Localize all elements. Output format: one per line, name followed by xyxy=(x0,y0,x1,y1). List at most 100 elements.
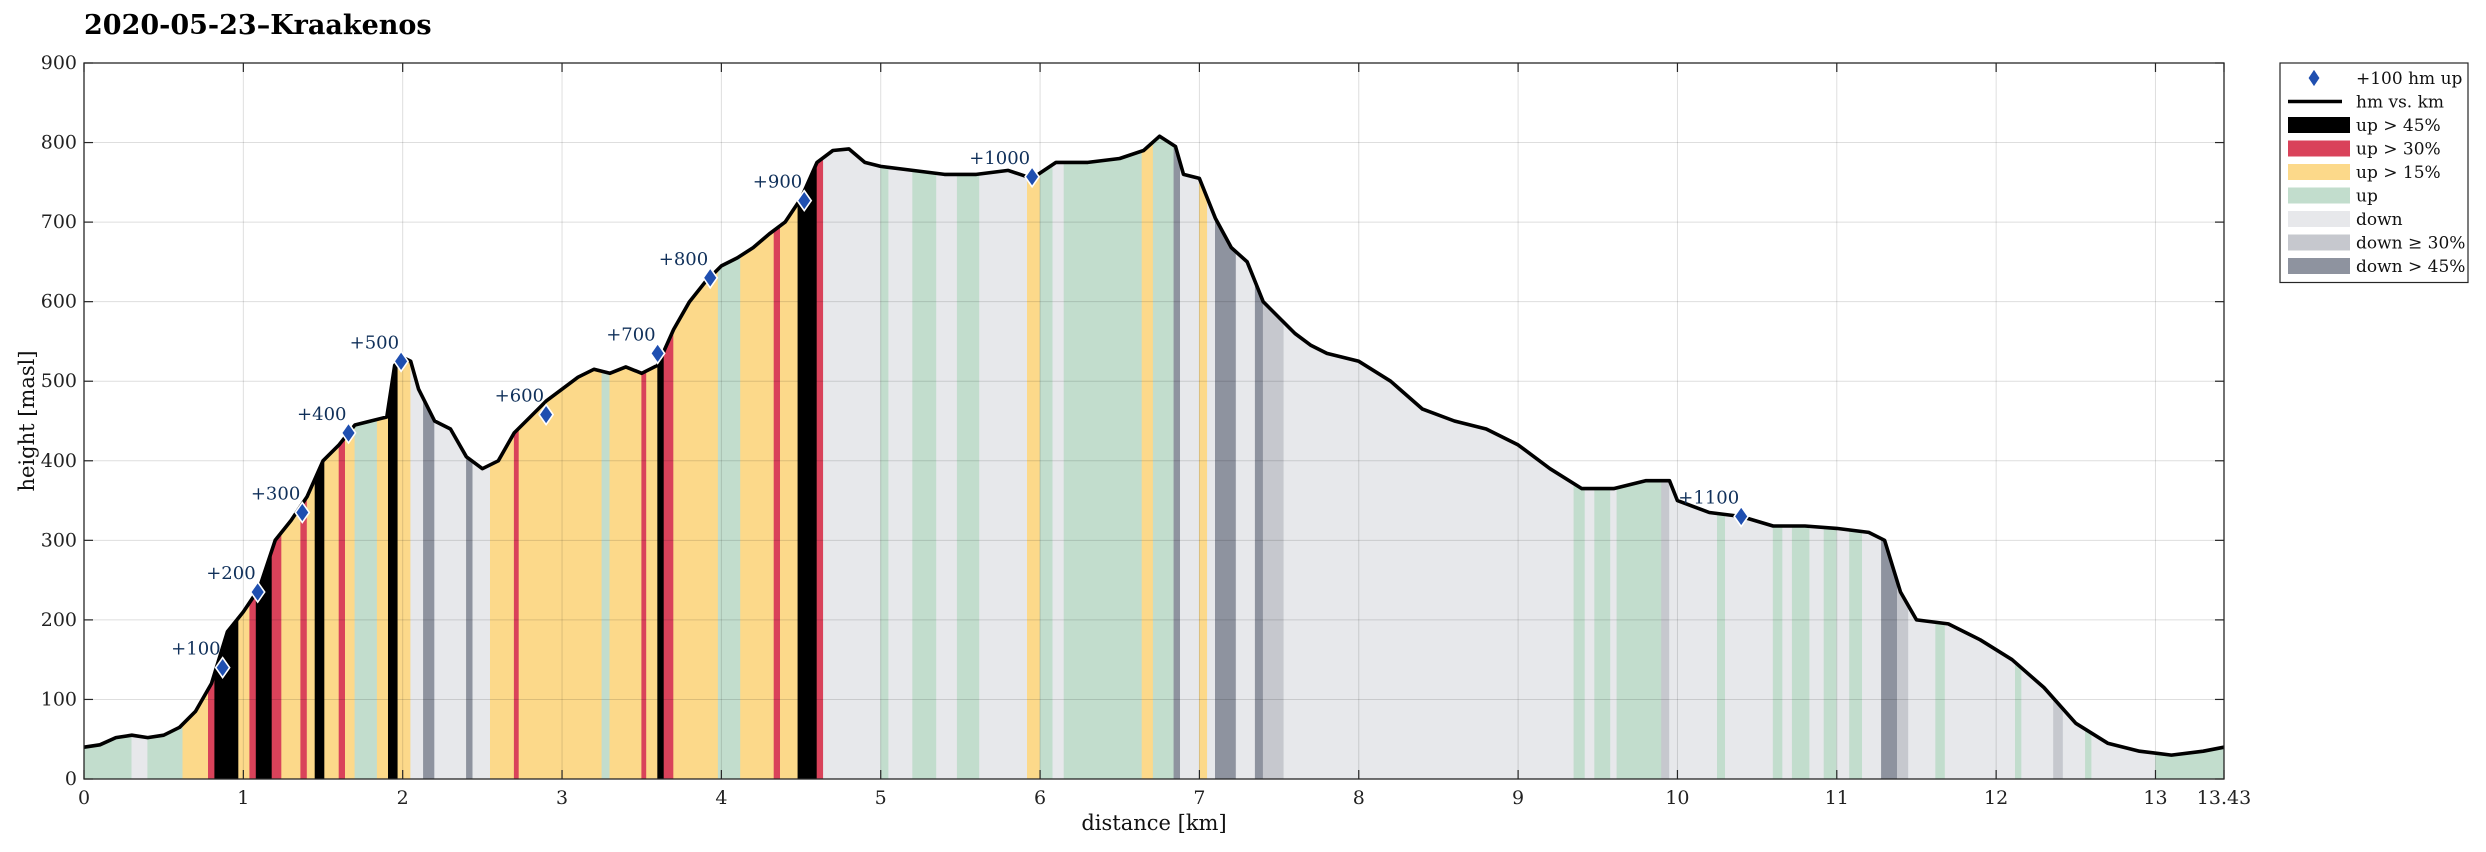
x-tick-label: 7 xyxy=(1193,787,1205,809)
milestone-label: +1100 xyxy=(1678,487,1739,508)
segment-up xyxy=(1573,483,1586,780)
legend-swatch-down xyxy=(2288,211,2350,227)
segment-down xyxy=(1180,163,1200,780)
y-tick-label: 500 xyxy=(41,370,77,392)
x-tick-label: 3 xyxy=(556,787,568,809)
segment-up xyxy=(1935,621,1946,780)
segment-up xyxy=(1849,529,1863,780)
legend-label: down xyxy=(2356,210,2403,230)
legend-swatch-up xyxy=(2288,187,2350,204)
y-tick-label: 700 xyxy=(41,211,77,233)
legend-swatch-up15 xyxy=(2288,164,2350,180)
segment-down45 xyxy=(423,398,435,780)
segment-up15 xyxy=(1199,178,1208,780)
segment-up xyxy=(2015,661,2022,780)
segment-up15 xyxy=(646,364,658,780)
segment-down xyxy=(1836,528,1850,780)
segment-up xyxy=(880,166,890,780)
segment-up xyxy=(147,734,164,780)
segment-up45 xyxy=(657,350,665,780)
elevation-line xyxy=(83,134,2225,757)
segment-up30 xyxy=(300,495,308,780)
segment-up15 xyxy=(306,478,316,780)
grade-segments xyxy=(83,135,2225,780)
segment-up15 xyxy=(281,505,302,780)
segment-up xyxy=(1594,488,1611,780)
legend-swatch-up30 xyxy=(2288,140,2350,157)
segment-up xyxy=(1063,158,1117,780)
milestone-marker xyxy=(796,189,813,213)
plot-frame xyxy=(83,62,2225,780)
x-tick-label: 6 xyxy=(1034,787,1046,809)
segment-up xyxy=(912,170,937,780)
segment-up xyxy=(956,173,980,780)
segment-down xyxy=(1908,604,1936,780)
segment-up xyxy=(1616,480,1662,780)
segment-up xyxy=(1116,150,1143,780)
milestone-markers: +100 +200 +300 +400 +500 +600 +700 +800 +900 +100… xyxy=(171,148,1750,680)
x-tick-label: 1 xyxy=(237,787,249,809)
segment-up15 xyxy=(344,424,356,780)
milestone-marker xyxy=(340,421,357,445)
segment-up15 xyxy=(376,406,389,780)
segment-up xyxy=(601,370,611,780)
milestone-marker xyxy=(249,580,266,604)
milestone-label: +1000 xyxy=(969,148,1030,169)
segment-down xyxy=(410,361,424,780)
milestone-label: +600 xyxy=(495,386,544,407)
x-tick-label: 9 xyxy=(1512,787,1524,809)
segment-down xyxy=(2021,667,2054,780)
segment-up30 xyxy=(338,436,346,780)
segment-up xyxy=(354,419,378,780)
segment-up xyxy=(1791,525,1810,780)
segment-up30 xyxy=(249,591,257,780)
x-tick-label: 4 xyxy=(715,787,727,809)
x-tick-label: 5 xyxy=(875,787,887,809)
segment-up15 xyxy=(740,229,775,780)
milestone-marker xyxy=(538,403,555,427)
legend-label: up xyxy=(2356,187,2378,207)
segment-down xyxy=(1809,526,1825,780)
segment-down30 xyxy=(1661,480,1670,780)
legend-label: down ≥ 30% xyxy=(2356,234,2465,254)
x-tick-label: 10 xyxy=(1665,787,1689,809)
segment-up15 xyxy=(518,368,603,780)
segment-down xyxy=(1782,525,1793,780)
segment-down xyxy=(1725,514,1774,780)
milestone-label: +500 xyxy=(350,332,399,353)
y-tick-label: 200 xyxy=(41,609,77,631)
segment-up xyxy=(1039,164,1054,780)
segment-down30 xyxy=(2053,697,2064,780)
segment-up45 xyxy=(387,361,399,780)
milestone-label: +100 xyxy=(171,639,220,660)
segment-down xyxy=(1862,531,1882,780)
milestone-marker xyxy=(649,341,666,365)
milestone-marker xyxy=(214,656,231,680)
x-tick-label: 0 xyxy=(78,787,90,809)
y-tick-label: 800 xyxy=(41,132,77,154)
segment-down xyxy=(1944,623,2016,780)
milestone-label: +700 xyxy=(606,324,655,345)
segment-down xyxy=(888,167,913,780)
segment-down xyxy=(1584,488,1595,780)
y-tick-label: 400 xyxy=(41,450,77,472)
segment-up xyxy=(1772,525,1783,780)
segment-down xyxy=(979,170,1028,780)
milestone-marker xyxy=(1733,505,1750,528)
y-tick-label: 100 xyxy=(41,688,77,710)
y-tick-label: 300 xyxy=(41,529,77,551)
segment-up30 xyxy=(513,427,520,780)
chart-title: 2020-05-23–Kraakenos xyxy=(84,10,432,41)
legend-label: up > 45% xyxy=(2356,116,2441,136)
segment-up15 xyxy=(1027,172,1041,780)
profile xyxy=(83,134,2225,757)
x-tick-label: 13.43 xyxy=(2197,787,2251,809)
segment-down xyxy=(1283,321,1575,780)
segment-down xyxy=(1052,162,1065,780)
segment-down xyxy=(1207,198,1216,780)
milestone-label: +800 xyxy=(659,249,708,270)
legend: +100 hm up hm vs. km up > 45% up > 30% up > … xyxy=(2279,62,2469,284)
legend-label: up > 30% xyxy=(2356,140,2441,160)
legend-label: +100 hm up xyxy=(2356,69,2463,89)
